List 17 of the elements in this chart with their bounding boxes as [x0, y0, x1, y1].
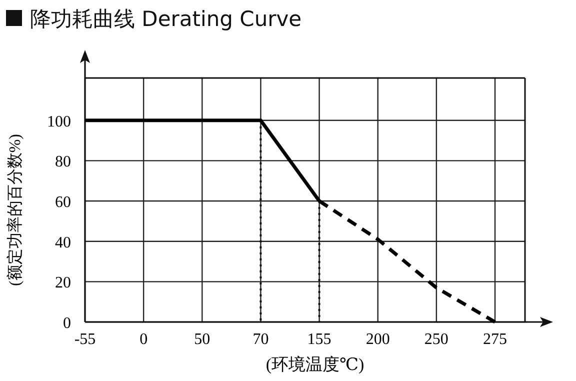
x-axis-title: (环境温度℃) [266, 355, 364, 374]
x-tick-label: 0 [140, 331, 148, 348]
x-tick-label: 155 [307, 331, 332, 348]
y-tick-label: 40 [55, 234, 71, 252]
title: 降功耗曲线 Derating Curve [30, 7, 302, 31]
y-tick-label: 0 [63, 315, 71, 332]
y-axis-title: (额定功率的百分数%) [6, 134, 24, 286]
y-tick-label: 60 [55, 194, 71, 212]
y-tick-label: 80 [55, 154, 71, 171]
x-tick-label: 250 [424, 331, 448, 348]
x-tick-label: 275 [483, 331, 507, 348]
y-tick-label: 20 [55, 274, 71, 292]
x-tick-label: -55 [74, 331, 96, 348]
y-tick-label: 100 [47, 113, 71, 130]
x-tick-label: 70 [252, 331, 269, 348]
x-tick-label: 200 [366, 331, 390, 348]
x-tick-label: 50 [194, 331, 210, 348]
